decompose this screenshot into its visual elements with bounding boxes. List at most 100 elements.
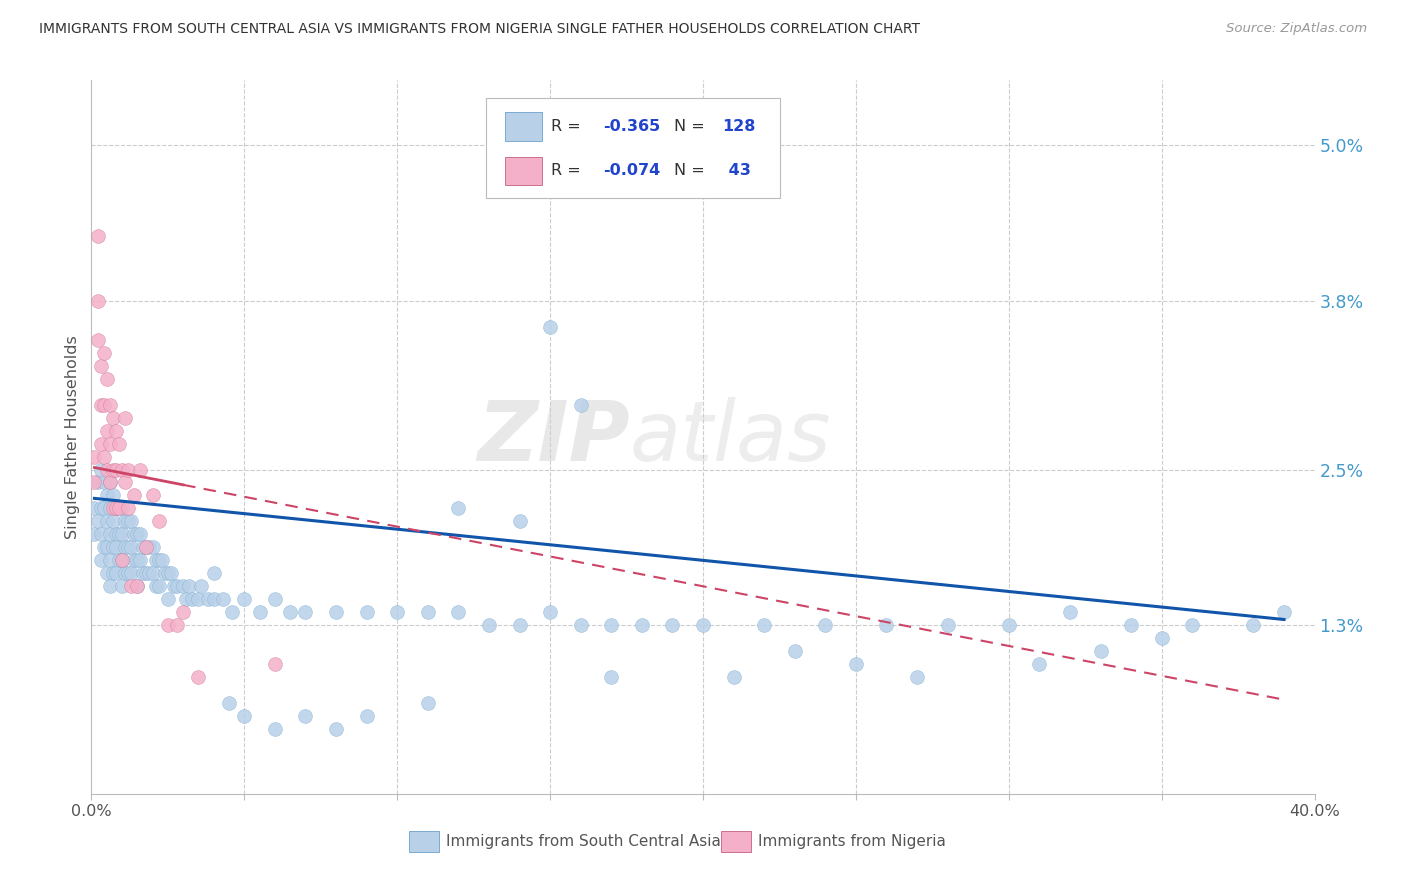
Point (814, 618, 837, 632)
Point (264, 657, 287, 672)
Text: IMMIGRANTS FROM SOUTH CENTRAL ASIA VS IMMIGRANTS FROM NIGERIA SINGLE FATHER HOUS: IMMIGRANTS FROM SOUTH CENTRAL ASIA VS IM… (39, 22, 921, 37)
Point (1272, 605, 1295, 619)
Point (122, 488, 145, 502)
Text: Source: ZipAtlas.com: Source: ZipAtlas.com (1226, 22, 1367, 36)
Point (509, 515, 531, 529)
Point (108, 501, 131, 516)
Point (96, 372, 118, 386)
Point (172, 605, 194, 619)
Point (212, 592, 235, 607)
Point (936, 618, 959, 632)
Point (447, 605, 470, 619)
Point (129, 553, 152, 567)
Point (385, 605, 409, 619)
Point (998, 618, 1021, 632)
Point (98, 436, 121, 450)
Point (111, 527, 134, 541)
Point (93, 345, 115, 359)
Point (172, 579, 194, 593)
Point (129, 527, 152, 541)
Point (416, 696, 439, 710)
Point (127, 579, 149, 593)
Point (90, 527, 112, 541)
Point (96, 566, 118, 581)
Point (111, 553, 134, 567)
Point (416, 605, 439, 619)
Point (98, 475, 121, 490)
Point (86, 333, 108, 347)
Point (132, 566, 155, 581)
Point (141, 541, 163, 555)
Text: 128: 128 (723, 120, 756, 134)
Point (202, 592, 225, 607)
Point (156, 592, 179, 607)
Point (569, 398, 592, 412)
Point (96, 462, 118, 476)
Point (114, 475, 136, 490)
Point (538, 319, 561, 334)
Point (166, 618, 188, 632)
Point (127, 579, 149, 593)
Point (98, 501, 121, 516)
Point (104, 501, 127, 516)
Point (1121, 618, 1143, 632)
Point (114, 410, 136, 425)
Point (98, 527, 121, 541)
Point (101, 488, 124, 502)
Point (108, 553, 131, 567)
Point (1059, 605, 1081, 619)
Point (114, 515, 136, 529)
Point (101, 410, 124, 425)
Point (120, 515, 142, 529)
Text: Immigrants from Nigeria: Immigrants from Nigeria (758, 834, 946, 849)
Y-axis label: Single Father Households: Single Father Households (65, 335, 80, 539)
Text: ZIP: ZIP (477, 397, 630, 477)
Point (202, 566, 225, 581)
Point (325, 722, 347, 736)
Point (104, 527, 127, 541)
Point (174, 592, 197, 607)
Point (148, 515, 170, 529)
Point (122, 553, 145, 567)
Point (83, 475, 105, 490)
Point (569, 618, 592, 632)
Point (145, 579, 167, 593)
Point (187, 592, 209, 607)
Point (120, 566, 142, 581)
Point (478, 618, 501, 632)
Point (86, 293, 108, 308)
Point (166, 579, 188, 593)
Point (1181, 618, 1204, 632)
Point (104, 501, 127, 516)
Point (723, 670, 745, 684)
Point (101, 501, 124, 516)
Point (1028, 657, 1050, 672)
Point (117, 541, 139, 555)
Text: N =: N = (673, 163, 710, 178)
Point (104, 424, 127, 438)
Point (98, 579, 121, 593)
Point (98, 398, 121, 412)
Point (117, 515, 139, 529)
Point (325, 605, 347, 619)
Point (1243, 618, 1265, 632)
Point (98, 553, 121, 567)
Point (148, 579, 170, 593)
Point (93, 475, 115, 490)
Point (135, 541, 157, 555)
Point (356, 709, 378, 723)
Point (631, 618, 654, 632)
Point (538, 605, 561, 619)
Point (294, 605, 316, 619)
Point (249, 605, 271, 619)
Point (218, 696, 240, 710)
Point (163, 579, 186, 593)
Point (783, 644, 806, 658)
Point (127, 553, 149, 567)
Point (233, 709, 256, 723)
FancyBboxPatch shape (409, 831, 439, 853)
FancyBboxPatch shape (721, 831, 751, 853)
Point (98, 475, 121, 490)
Point (138, 541, 160, 555)
Point (160, 566, 183, 581)
